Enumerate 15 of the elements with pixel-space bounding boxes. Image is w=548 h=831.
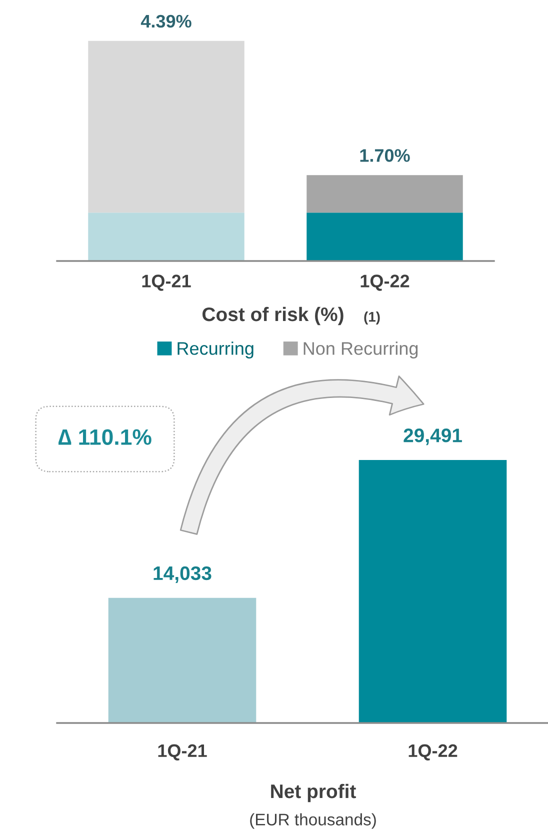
data-label: 29,491: [404, 428, 462, 446]
text: (1): [364, 312, 380, 324]
data-label: 14,033: [154, 566, 212, 583]
legend-label: Non Recurring: [304, 342, 418, 358]
text: Cost of risk (%): [202, 306, 344, 326]
annotation: 1.70%: [360, 149, 410, 162]
annotation: 4.39%: [140, 14, 192, 28]
text: (EUR thousands): [250, 813, 376, 829]
text: ∆ 110.1%: [58, 429, 152, 445]
x-tick-label: 1Q-22: [408, 744, 458, 760]
text: Net profit: [271, 784, 356, 802]
legend-label: Recurring: [178, 342, 254, 358]
x-tick-label: 1Q-21: [158, 744, 207, 760]
x-tick-label: 1Q-21: [142, 274, 191, 291]
x-tick-label: 1Q-22: [360, 274, 410, 291]
